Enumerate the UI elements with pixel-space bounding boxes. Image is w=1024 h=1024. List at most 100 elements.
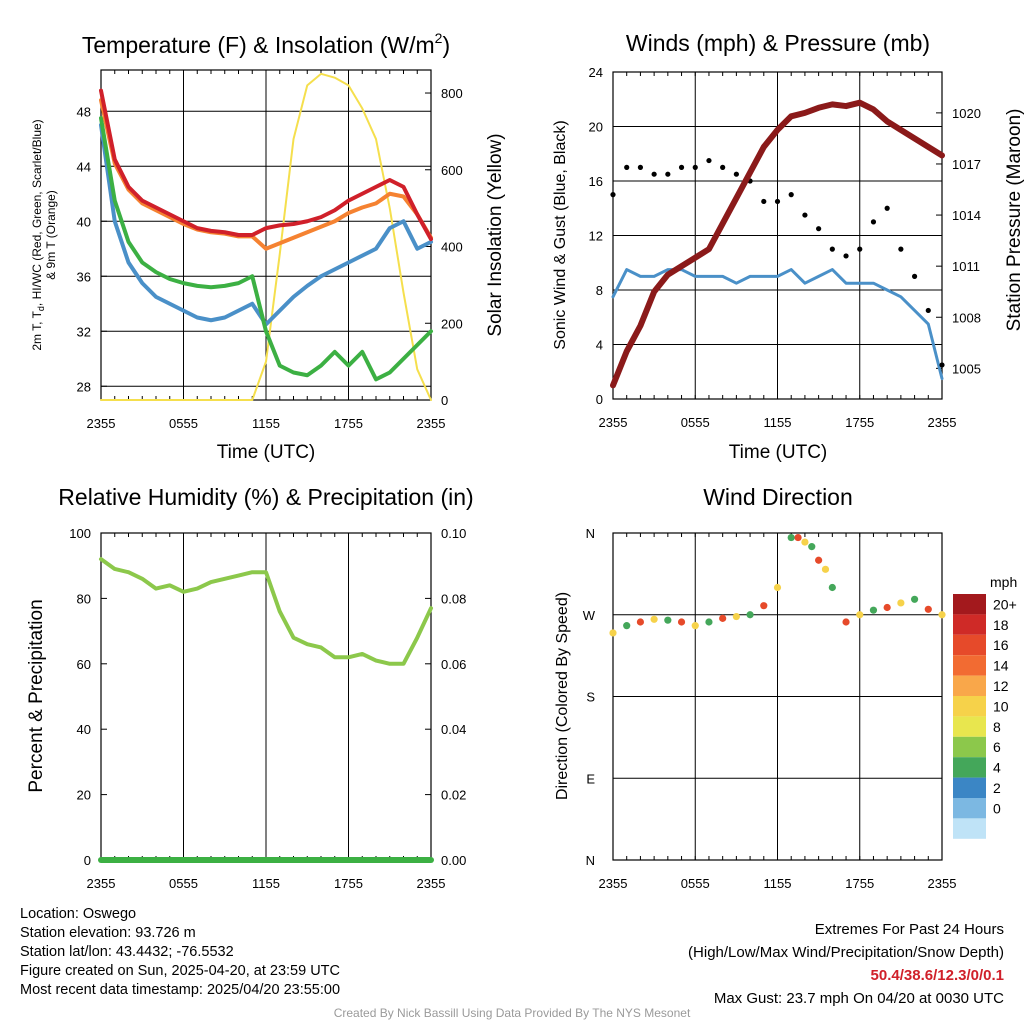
x-tick-label: 0555 — [681, 415, 710, 430]
dir-ylabel: Direction (Colored By Speed) — [554, 592, 571, 800]
colorbar-swatch — [953, 675, 986, 696]
y-tick-label: 16 — [589, 174, 603, 189]
direction-panel: 2355 0555 1155 1755 2355 N E S W N — [583, 526, 957, 891]
gust-point — [870, 219, 877, 225]
direction-point — [746, 611, 754, 619]
direction-point — [691, 622, 699, 630]
y-tick-label: 0.10 — [441, 526, 466, 541]
y-tick-label: 0.02 — [441, 788, 466, 803]
y-tick-label: 24 — [589, 65, 603, 80]
colorbar-label: 14 — [993, 658, 1009, 674]
direction-point — [719, 614, 727, 622]
colorbar-label: 18 — [993, 617, 1009, 633]
colorbar-label: 16 — [993, 637, 1009, 653]
direction-point — [664, 616, 672, 624]
x-tick-label: 2355 — [599, 876, 628, 891]
x-tick-label: 1155 — [252, 416, 280, 431]
x-tick-label: 0555 — [169, 416, 198, 431]
y-tick-label: 4 — [596, 338, 603, 353]
direction-point — [897, 599, 905, 607]
y-tick-label: 0.08 — [441, 591, 466, 606]
extremes-legend: (High/Low/Max Wind/Precipitation/Snow De… — [688, 944, 1004, 961]
temperature-panel: 2355 0555 1155 1755 2355 28 32 36 40 44 48 0 200 400 6… — [77, 69, 463, 431]
x-tick-label: 1755 — [845, 415, 874, 430]
y-tick-label: 0.06 — [441, 657, 466, 672]
temp-ylabel-right: Solar Insolation (Yellow) — [485, 133, 506, 336]
direction-point — [808, 543, 816, 551]
y-tick-label: 1011 — [952, 259, 980, 274]
temp-ylabel-line2: & 9m T (Orange) — [44, 190, 58, 280]
y-tick-label: 1017 — [952, 157, 981, 172]
colorbar-swatch — [953, 818, 986, 839]
colorbar-label: 8 — [993, 719, 1001, 735]
x-tick-label: 2355 — [87, 876, 116, 891]
direction-point — [787, 533, 795, 542]
direction-point — [650, 615, 658, 623]
y-tick-label: 40 — [77, 214, 91, 229]
colorbar-swatch — [953, 798, 986, 819]
elevation-text: Station elevation: 93.726 m — [20, 925, 196, 941]
gust-point — [761, 198, 767, 205]
colorbar-swatch — [953, 736, 986, 758]
x-tick-label: 1155 — [764, 876, 792, 891]
rh-ylabel: Percent & Precipitation — [26, 599, 47, 792]
y-tick-label: N — [586, 526, 595, 541]
y-tick-label: 0.04 — [441, 722, 466, 737]
gust-point — [733, 171, 739, 177]
extremes-info: Extremes For Past 24 Hours (High/Low/Max… — [688, 918, 1004, 1010]
colorbar-label: 6 — [993, 739, 1001, 755]
gust-point — [774, 198, 781, 205]
wind-ylabel-right: Station Pressure (Maroon) — [1004, 109, 1024, 332]
wind-speed-line — [611, 268, 944, 381]
x-tick-label: 0555 — [169, 876, 198, 891]
x-tick-label: 0555 — [681, 876, 710, 891]
x-tick-label: 2355 — [928, 876, 957, 891]
colorbar-label: 10 — [993, 698, 1009, 714]
gust-point — [925, 307, 931, 314]
direction-point — [623, 622, 631, 630]
y-tick-label: 1014 — [952, 208, 981, 223]
rh-line — [99, 557, 433, 666]
gust-point — [884, 205, 890, 211]
gust-point — [857, 246, 863, 252]
y-tick-label: 40 — [77, 722, 91, 737]
gust-point — [651, 171, 657, 177]
location-text: Location: Oswego — [20, 906, 137, 922]
series-line-insolation — [100, 72, 432, 401]
gust-point — [665, 171, 671, 177]
direction-point — [842, 618, 850, 626]
x-tick-label: 1155 — [764, 415, 792, 430]
y-tick-label: W — [583, 608, 596, 623]
x-tick-label: 2355 — [87, 416, 116, 431]
y-tick-label: 28 — [77, 379, 91, 394]
y-tick-label: 80 — [77, 591, 91, 606]
dir-panel-title: Wind Direction — [703, 484, 853, 510]
y-tick-label: 1008 — [952, 310, 981, 325]
colorbar-swatch — [953, 777, 986, 798]
temp-xlabel: Time (UTC) — [217, 442, 316, 463]
x-tick-label: 1155 — [252, 876, 280, 891]
gust-point — [939, 362, 945, 368]
y-tick-label: 48 — [77, 104, 91, 119]
y-tick-label: 60 — [77, 657, 91, 672]
y-tick-label: 36 — [77, 269, 91, 284]
y-tick-label: 400 — [441, 240, 463, 255]
x-tick-label: 1755 — [334, 876, 363, 891]
credit-text: Created By Nick Bassill Using Data Provi… — [333, 1006, 691, 1020]
direction-point — [636, 618, 645, 626]
colorbar-swatch — [953, 696, 986, 717]
colorbar-swatch — [953, 757, 986, 778]
y-tick-label: 32 — [77, 324, 91, 339]
humidity-panel: 2355 0555 1155 1755 2355 0 20 40 60 80 100 0.00 0.02… — [69, 526, 466, 891]
gust-point — [720, 164, 726, 170]
max-gust-text: Max Gust: 23.7 mph On 04/20 at 0030 UTC — [713, 990, 1004, 1007]
direction-point — [869, 606, 878, 614]
direction-point — [677, 618, 686, 626]
direction-point — [794, 533, 802, 542]
gust-point — [802, 212, 808, 218]
y-tick-label: 0 — [441, 393, 448, 408]
extremes-heading: Extremes For Past 24 Hours — [814, 921, 1004, 938]
colorbar-swatch — [953, 594, 986, 615]
colorbar-label: 12 — [993, 678, 1009, 694]
y-tick-label: 0 — [596, 392, 603, 407]
